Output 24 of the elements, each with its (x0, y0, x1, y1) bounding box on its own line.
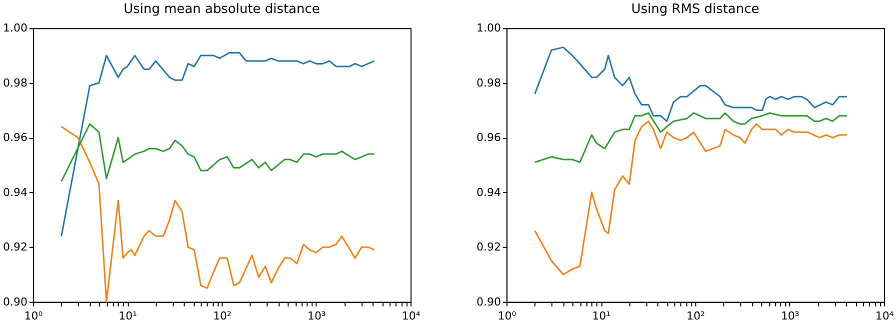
y-tick-label: 0.94 (3, 186, 28, 199)
x-tick-label: 10³ (780, 309, 800, 322)
x-tick-label: 10⁰ (498, 309, 517, 322)
y-tick-label: 0.96 (476, 131, 501, 144)
y-tick-label: 0.92 (3, 240, 28, 254)
y-tick-label: 0.94 (476, 186, 501, 199)
y-tick-label: 0.90 (476, 295, 501, 308)
x-tick-label: 10⁰ (24, 309, 44, 322)
y-tick-label: 1.00 (476, 22, 501, 35)
x-tick-label: 10² (213, 309, 232, 322)
x-tick-label: 10² (686, 309, 705, 322)
y-tick-label: 0.90 (3, 295, 28, 308)
x-tick-label: 10¹ (118, 309, 138, 322)
x-tick-label: 10⁴ (402, 309, 421, 322)
y-tick-label: 0.98 (476, 76, 501, 90)
y-tick-label: 0.98 (3, 76, 28, 90)
y-tick-label: 0.92 (476, 240, 501, 254)
y-tick-label: 0.96 (3, 131, 28, 144)
x-tick-label: 10⁴ (875, 309, 894, 322)
chart-title: Using RMS distance (631, 2, 760, 18)
x-tick-label: 10¹ (592, 309, 611, 322)
y-tick-label: 1.00 (3, 22, 28, 35)
chart-title: Using mean absolute distance (124, 2, 320, 18)
x-tick-label: 10³ (307, 309, 326, 322)
